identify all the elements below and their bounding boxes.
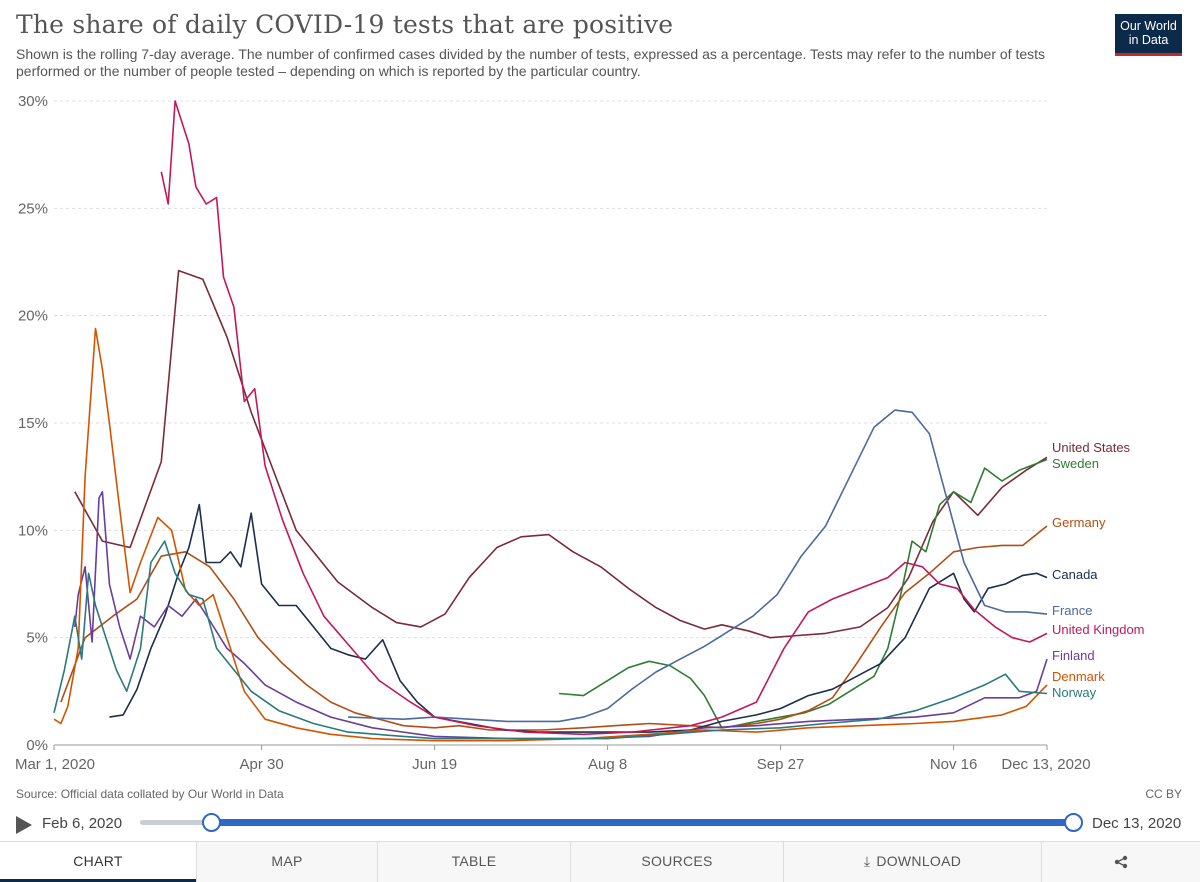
series-label: Denmark bbox=[1052, 669, 1105, 684]
grid-lines bbox=[54, 100, 1047, 746]
y-tick-label: 10% bbox=[18, 522, 48, 539]
y-tick-label: 0% bbox=[26, 737, 48, 754]
tab-download[interactable]: ⤓ DOWNLOAD bbox=[783, 842, 1041, 882]
tab-sources[interactable]: SOURCES bbox=[570, 842, 783, 882]
tab-table[interactable]: TABLE bbox=[377, 842, 570, 882]
series-line bbox=[348, 409, 1048, 723]
x-tick-label: Mar 1, 2020 bbox=[15, 756, 95, 773]
series-label: Sweden bbox=[1052, 456, 1099, 471]
timeline-start-label: Feb 6, 2020 bbox=[42, 815, 123, 832]
series-label: Germany bbox=[1052, 515, 1106, 530]
series-label: Norway bbox=[1052, 685, 1097, 700]
logo-line-2: in Data bbox=[1128, 33, 1169, 47]
timeline-selected-range bbox=[211, 819, 1073, 826]
line-chart[interactable]: 0% 5% 10% 15% 20% 25% 30% Mar 1, 2020 Apr 30 Jun… bbox=[0, 0, 1200, 790]
y-tick-label: 25% bbox=[18, 200, 48, 217]
x-tick-label: Apr 30 bbox=[239, 756, 283, 773]
series-label: France bbox=[1052, 603, 1092, 618]
x-tick-label: Jun 19 bbox=[412, 756, 457, 773]
series-label: United Kingdom bbox=[1052, 622, 1145, 637]
license-link[interactable]: CC BY bbox=[1145, 787, 1182, 801]
download-icon: ⤓ bbox=[863, 853, 871, 869]
source-note[interactable]: Source: Official data collated by Our Wo… bbox=[16, 787, 284, 801]
chart-title: The share of daily COVID-19 tests that a… bbox=[16, 10, 674, 39]
y-tick-label: 30% bbox=[18, 93, 48, 110]
timeline-start-handle[interactable] bbox=[202, 813, 221, 832]
series-line bbox=[53, 327, 1048, 742]
owid-logo[interactable]: Our World in Data bbox=[1115, 14, 1182, 56]
share-button[interactable] bbox=[1041, 842, 1200, 882]
timeline-end-label: Dec 13, 2020 bbox=[1092, 815, 1182, 832]
y-tick-label: 20% bbox=[18, 308, 48, 325]
timeline: Feb 6, 2020 Dec 13, 2020 bbox=[0, 810, 1200, 840]
series-line bbox=[74, 490, 1048, 740]
play-icon[interactable] bbox=[16, 816, 32, 834]
series-lines bbox=[53, 100, 1048, 742]
y-axis-ticks: 0% 5% 10% 15% 20% 25% 30% bbox=[18, 93, 48, 754]
y-tick-label: 5% bbox=[26, 630, 48, 647]
series-line bbox=[559, 458, 1048, 729]
tab-bar: CHART MAP TABLE SOURCES ⤓ DOWNLOAD bbox=[0, 841, 1200, 882]
series-label: Canada bbox=[1052, 567, 1098, 582]
x-tick-label: Aug 8 bbox=[588, 756, 627, 773]
chart-subtitle: Shown is the rolling 7-day average. The … bbox=[16, 46, 1046, 79]
y-tick-label: 15% bbox=[18, 415, 48, 432]
x-tick-label: Dec 13, 2020 bbox=[1001, 756, 1090, 773]
series-line bbox=[60, 525, 1048, 731]
tab-chart[interactable]: CHART bbox=[0, 842, 196, 882]
x-tick-label: Sep 27 bbox=[757, 756, 805, 773]
share-icon bbox=[1114, 856, 1128, 869]
x-tick-label: Nov 16 bbox=[930, 756, 978, 773]
tab-map[interactable]: MAP bbox=[196, 842, 377, 882]
tab-download-label: DOWNLOAD bbox=[876, 853, 962, 869]
series-label: Finland bbox=[1052, 648, 1095, 663]
series-line bbox=[53, 540, 1048, 740]
timeline-end-handle[interactable] bbox=[1064, 813, 1083, 832]
series-line bbox=[74, 269, 1048, 639]
x-axis-ticks: Mar 1, 2020 Apr 30 Jun 19 Aug 8 Sep 27 Nov 16… bbox=[15, 745, 1091, 773]
logo-line-1: Our World bbox=[1120, 19, 1177, 33]
series-label: United States bbox=[1052, 440, 1131, 455]
series-line bbox=[160, 100, 1048, 736]
